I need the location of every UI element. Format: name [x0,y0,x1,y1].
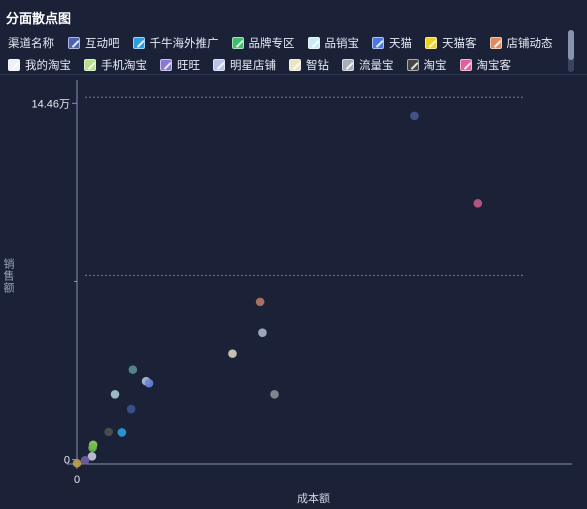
legend-item-zhizuan[interactable]: 智钻 [289,57,329,73]
x-tick-label: 0 [74,474,80,486]
legend-item-label: 天猫客 [442,38,477,50]
pencil-icon [84,59,96,71]
legend-item-pinpai[interactable]: 品牌专区 [231,35,295,51]
pencil-icon [489,37,502,49]
scatter-point [88,443,97,453]
pencil-icon [372,37,384,49]
legend-item-label: 品销宝 [324,38,360,50]
legend-item-taobao[interactable]: 淘宝 [406,57,447,73]
scatter-point [270,389,279,399]
legend-item-wangwang[interactable]: 旺旺 [160,57,200,73]
pencil-icon [289,59,301,71]
x-axis-title: 成本额 [297,493,330,505]
y-tick-label: 14.46万 [31,98,70,110]
legend-item-label: 互动吧 [85,38,120,50]
legend-item-wodetaobao[interactable]: 我的淘宝 [8,57,71,73]
legend-item-label: 流量宝 [359,60,394,72]
legend-item-tianmaoke[interactable]: 天猫客 [425,35,477,51]
legend-row-2: 我的淘宝 手机淘宝 旺旺 明星店铺 智钻 流量宝 淘宝 淘宝客 [8,54,564,76]
legend-item-label: 旺旺 [177,60,200,72]
legend-item-label: 店铺动态 [506,38,553,50]
scatter-point [87,452,97,461]
legend-item-label: 品牌专区 [248,38,295,50]
scatter-point [126,404,136,414]
legend-item-tianmao[interactable]: 天猫 [372,35,412,51]
legend-title: 渠道名称 [8,38,54,50]
legend-item-shouji[interactable]: 手机淘宝 [84,57,147,73]
pencil-icon [425,37,437,49]
scatter-point [110,389,120,399]
pencil-icon [406,59,419,71]
legend-row-1: 渠道名称 互动吧 千牛海外推广 品牌专区 品销宝 天猫 天猫客 店铺动态 [8,32,564,54]
legend-item-mingxing[interactable]: 明星店铺 [213,57,276,73]
legend-scrollbar-thumb[interactable] [568,30,574,60]
scatter-point [80,456,90,465]
pencil-icon [160,59,172,71]
legend-item-qianniu[interactable]: 千牛海外推广 [132,35,219,51]
legend-item-label: 淘宝客 [476,60,512,72]
scatter-point [258,328,267,337]
legend-item-label: 千牛海外推广 [149,38,219,50]
legend-item-taobaoke[interactable]: 淘宝客 [459,57,512,73]
pencil-icon [213,59,225,71]
pencil-icon [307,37,320,49]
legend-item-dianpu[interactable]: 店铺动态 [489,35,553,51]
y-axis-title: 销售额 [2,258,14,294]
legend: 渠道名称 互动吧 千牛海外推广 品牌专区 品销宝 天猫 天猫客 店铺动态 我的淘… [8,32,564,76]
legend-divider [0,74,587,75]
scatter-point [128,365,138,374]
scatter-point [410,111,419,121]
pencil-icon [342,59,354,71]
legend-item-hudongba[interactable]: 互动吧 [68,35,120,51]
legend-item-pinxiaobao[interactable]: 品销宝 [307,35,360,51]
legend-item-label: 明星店铺 [230,60,276,72]
legend-item-label: 智钻 [306,60,329,72]
scatter-point [117,428,127,437]
chart-title: 分面散点图 [6,11,72,26]
pencil-icon [459,59,472,71]
legend-item-liuliangbao[interactable]: 流量宝 [342,57,394,73]
legend-item-label: 天猫 [389,38,412,50]
legend-item-label: 淘宝 [423,60,447,72]
scatter-point [104,427,113,437]
pencil-icon [8,59,20,71]
legend-item-label: 手机淘宝 [101,60,147,72]
y-tick-label: 0 [64,455,70,467]
pencil-icon [132,37,145,49]
scatter-point [72,458,82,468]
pencil-icon [68,37,80,49]
legend-scrollbar[interactable] [568,30,574,72]
scatter-point [473,199,483,208]
scatter-point [144,378,154,388]
scatter-point [255,297,265,307]
pencil-icon [231,37,244,49]
scatter-point [228,349,237,358]
legend-item-label: 我的淘宝 [25,60,71,72]
